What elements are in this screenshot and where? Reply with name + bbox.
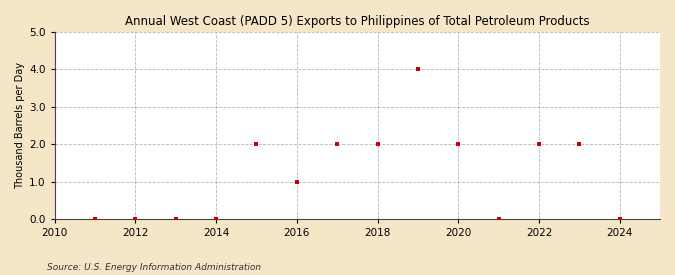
Title: Annual West Coast (PADD 5) Exports to Philippines of Total Petroleum Products: Annual West Coast (PADD 5) Exports to Ph… xyxy=(125,15,590,28)
Y-axis label: Thousand Barrels per Day: Thousand Barrels per Day xyxy=(15,62,25,189)
Text: Source: U.S. Energy Information Administration: Source: U.S. Energy Information Administ… xyxy=(47,263,261,272)
